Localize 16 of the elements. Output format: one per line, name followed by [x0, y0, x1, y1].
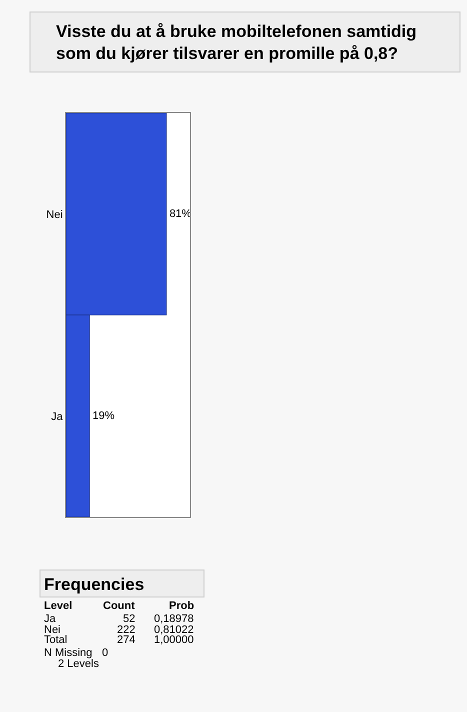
text: 0,18978 — [154, 613, 194, 625]
text: 2 Levels — [58, 658, 100, 670]
text: 0 — [102, 647, 108, 659]
text: Prob — [169, 600, 194, 612]
text: Count — [103, 600, 136, 612]
text: 222 — [117, 624, 136, 636]
text: 0,81022 — [154, 624, 194, 636]
text: 52 — [123, 613, 136, 625]
text: Frequencies — [44, 575, 144, 594]
text: Visste du at å bruke mobiltelefonen samtidig som du kjører tilsvarer en promille på 0,8? — [56, 22, 417, 64]
text: Level — [44, 600, 72, 612]
text: Total — [44, 634, 68, 646]
data-label: 19% — [92, 410, 115, 422]
text: 1,00000 — [154, 634, 194, 646]
text: N Missing — [44, 647, 92, 659]
text: 274 — [117, 634, 136, 646]
